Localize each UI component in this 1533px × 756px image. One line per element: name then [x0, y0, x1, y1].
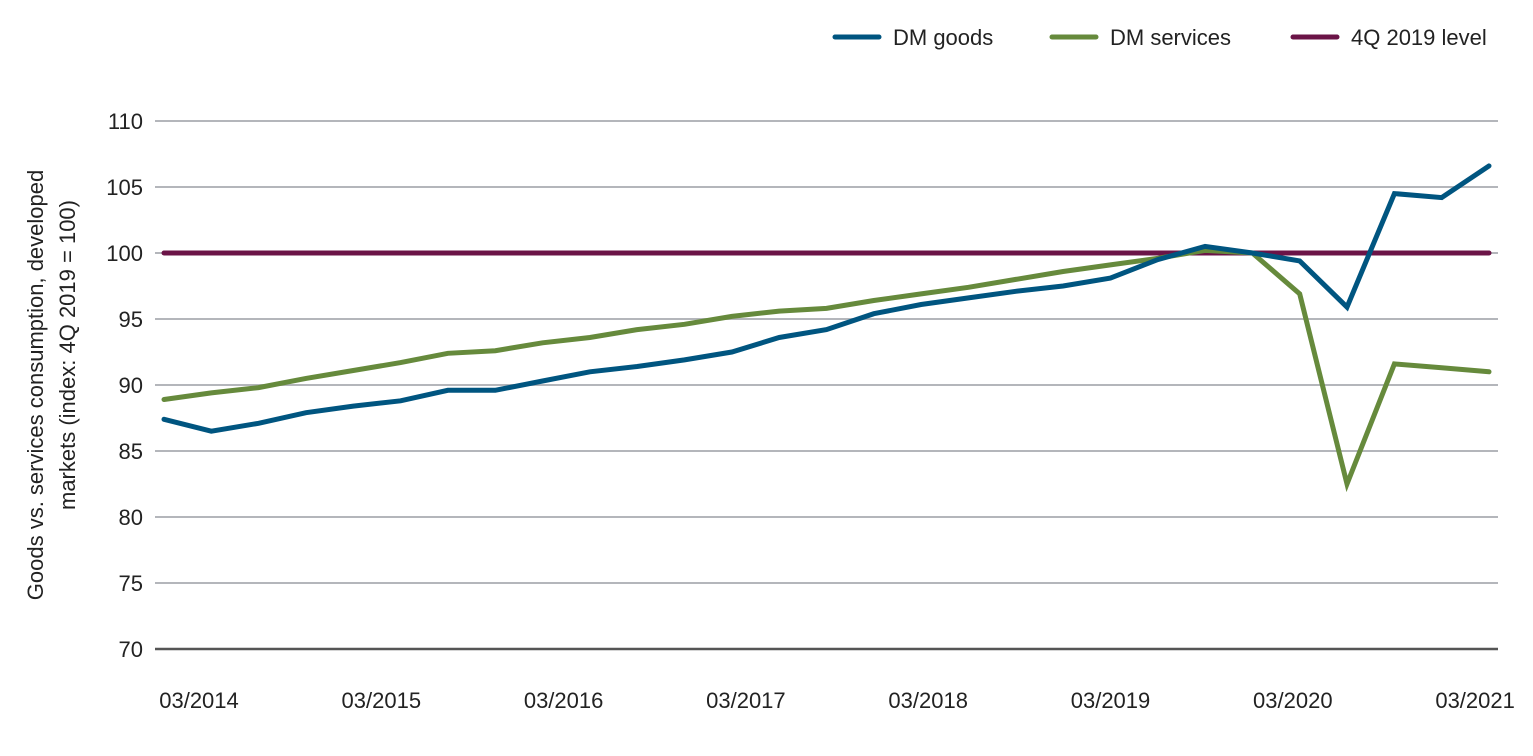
- x-tick-label: 03/2016: [524, 688, 604, 713]
- x-tick-label: 03/2020: [1253, 688, 1333, 713]
- legend-item: DM goods: [832, 25, 993, 50]
- y-tick-label: 95: [119, 307, 143, 332]
- legend-label: DM services: [1110, 25, 1231, 50]
- y-tick-label: 100: [106, 241, 143, 266]
- x-tick-label: 03/2017: [706, 688, 786, 713]
- legend-item: DM services: [1049, 25, 1231, 50]
- y-tick-label: 85: [119, 439, 143, 464]
- series-line-dm-goods: [161, 163, 1492, 434]
- x-axis-ticks: 03/2014 03/2015 03/2016 03/2017 03/2018 03/20…: [159, 688, 1515, 713]
- x-tick-label: 03/2014: [159, 688, 239, 713]
- y-tick-label: 90: [119, 373, 143, 398]
- legend-label: 4Q 2019 level: [1351, 25, 1487, 50]
- x-tick-label: 03/2021: [1435, 688, 1515, 713]
- legend: DM goods DM services 4Q 2019 level: [832, 25, 1487, 50]
- y-tick-label: 80: [119, 505, 143, 530]
- legend-item: 4Q 2019 level: [1290, 25, 1487, 50]
- gridlines: [155, 120, 1498, 651]
- y-tick-label: 110: [108, 109, 143, 134]
- x-tick-label: 03/2018: [888, 688, 968, 713]
- x-tick-label: 03/2019: [1071, 688, 1151, 713]
- y-tick-label: 70: [119, 637, 143, 662]
- y-tick-label: 75: [119, 571, 143, 596]
- legend-label: DM goods: [893, 25, 993, 50]
- series-line-dm-services: [161, 247, 1492, 493]
- x-tick-label: 03/2015: [342, 688, 422, 713]
- y-tick-label: 105: [106, 175, 143, 200]
- series-lines: [161, 163, 1492, 493]
- y-axis-label: Goods vs. services consumption, develope…: [23, 170, 48, 600]
- y-axis-ticks: 70 75 80 85 90 95 100 105 110: [106, 109, 143, 662]
- y-axis-label-line-2: markets (index: 4Q 2019 = 100): [55, 200, 80, 510]
